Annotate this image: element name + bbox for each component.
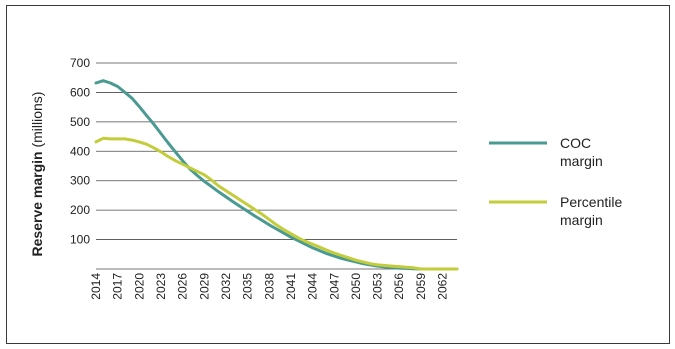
legend: COC margin Percentile margin bbox=[489, 135, 622, 228]
y-tick-label: 700 bbox=[70, 56, 90, 70]
y-axis-label-unit: (millions) bbox=[29, 92, 45, 152]
legend-label: COC margin bbox=[560, 135, 603, 169]
x-tick-label: 2023 bbox=[154, 273, 168, 300]
legend-label: Percentile margin bbox=[560, 194, 622, 228]
x-tick-label: 2044 bbox=[306, 273, 320, 300]
x-tick-label: 2032 bbox=[219, 273, 233, 300]
x-tick-label: 2026 bbox=[176, 273, 190, 300]
y-tick-label: 300 bbox=[70, 174, 90, 188]
y-tick-label: 200 bbox=[70, 203, 90, 217]
y-tick-label: 500 bbox=[70, 115, 90, 129]
x-tick-label: 2038 bbox=[262, 273, 276, 300]
x-tick-label: 2017 bbox=[111, 273, 125, 300]
y-tick-label: 600 bbox=[70, 85, 90, 99]
x-tick-label: 2059 bbox=[414, 273, 428, 300]
x-tick-label: 2041 bbox=[284, 273, 298, 300]
x-tick-label: 2014 bbox=[89, 273, 103, 300]
series-lines bbox=[94, 79, 459, 271]
y-axis-tick-labels: 100 200 300 400 500 600 700 bbox=[70, 56, 90, 247]
y-tick-label: 100 bbox=[70, 233, 90, 247]
y-tick-label: 400 bbox=[70, 144, 90, 158]
grid-lines bbox=[96, 62, 457, 270]
series-line-coc-margin bbox=[94, 79, 459, 271]
x-tick-label: 2047 bbox=[327, 273, 341, 300]
x-axis-tick-labels: 2014 2017 2020 2023 2026 2029 2032 2035 2038 2041… bbox=[89, 273, 450, 300]
chart-frame: 100 200 300 400 500 600 700 2014 2017 2020 2023 20… bbox=[6, 5, 670, 344]
x-tick-label: 2035 bbox=[241, 273, 255, 300]
x-tick-label: 2056 bbox=[392, 273, 406, 300]
x-tick-label: 2053 bbox=[371, 273, 385, 300]
x-tick-label: 2029 bbox=[197, 273, 211, 300]
y-axis-label-bold: Reserve margin bbox=[29, 151, 45, 256]
x-tick-label: 2062 bbox=[436, 273, 450, 300]
x-tick-label: 2050 bbox=[349, 273, 363, 300]
x-tick-label: 2020 bbox=[132, 273, 146, 300]
y-axis-label: Reserve margin (millions) bbox=[29, 92, 45, 257]
series-line-percentile-margin bbox=[94, 136, 459, 271]
